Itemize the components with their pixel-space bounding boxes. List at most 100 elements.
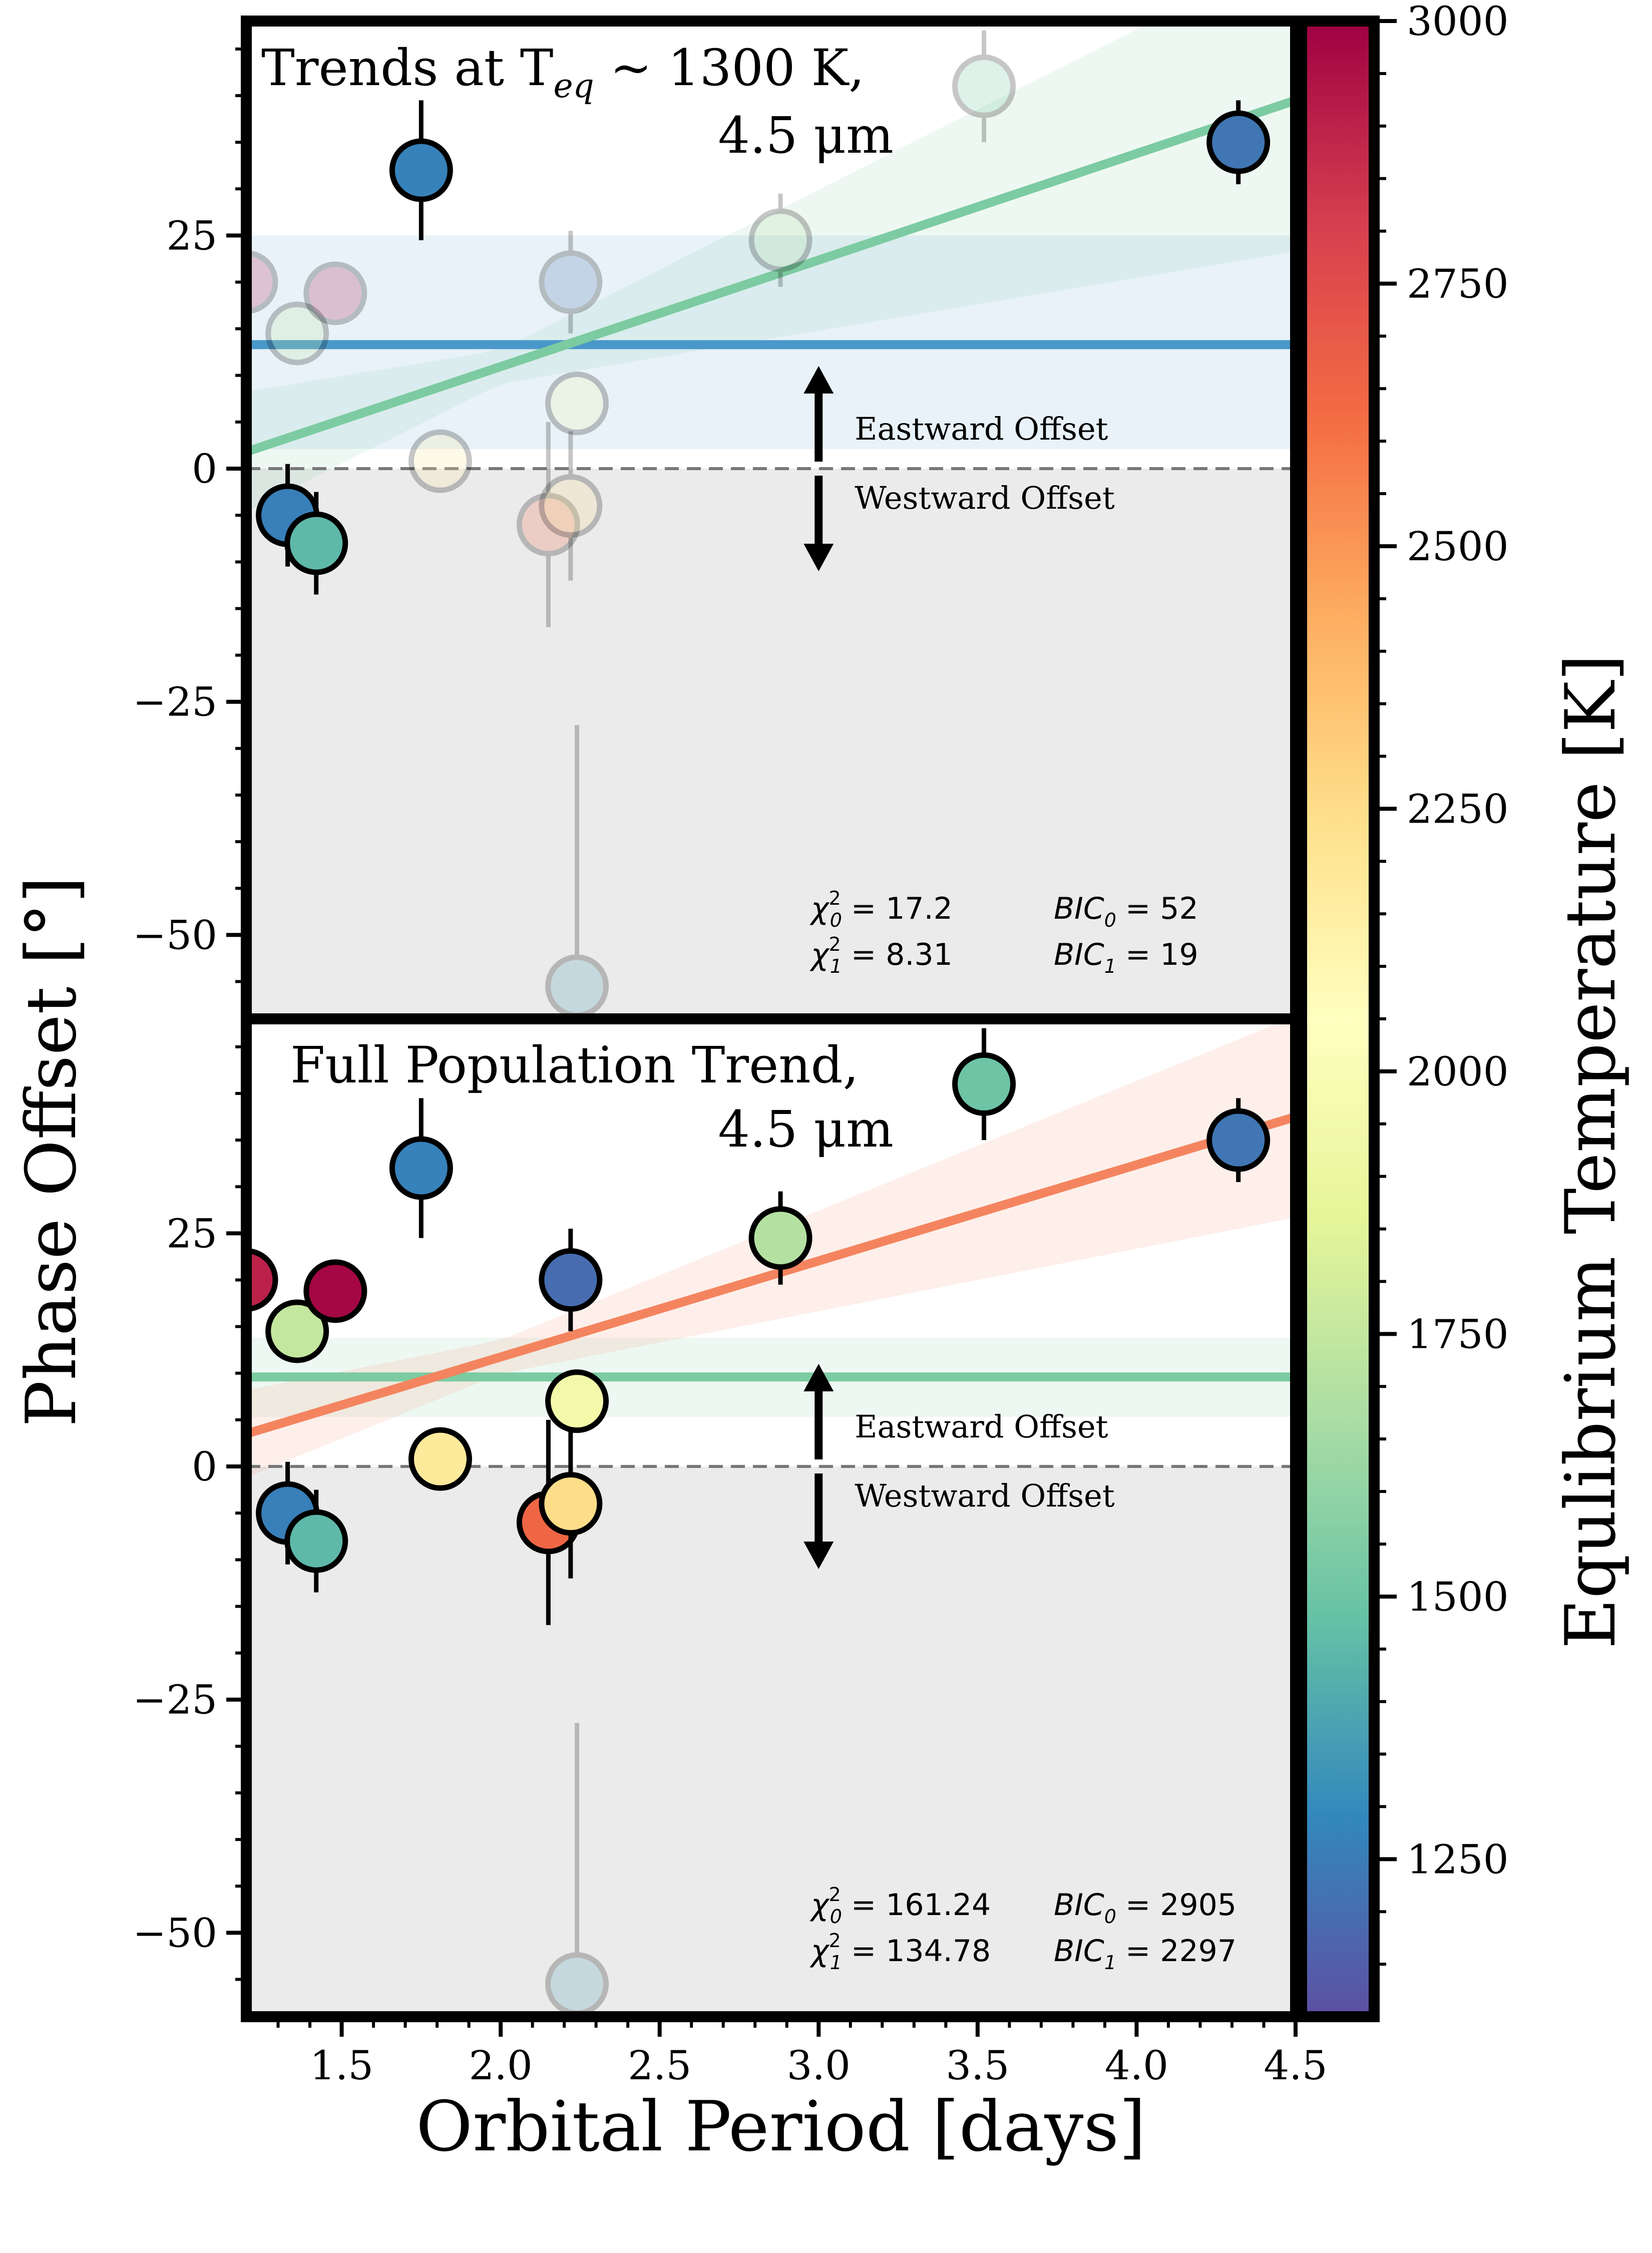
data-point (545, 1723, 609, 2017)
point-marker (539, 1248, 603, 1312)
point-marker (284, 1509, 348, 1573)
eastward-arrow-head (803, 366, 834, 394)
point-marker (389, 1136, 453, 1200)
data-point (246, 1248, 278, 1312)
panel-2-plot-area: Eastward Offset Westward Offset (246, 1019, 1296, 2017)
data-point (284, 492, 348, 595)
data-point (408, 429, 472, 493)
panel-2: Eastward Offset Westward Offset 25 0 −25 −50 F… (133, 1013, 1301, 2022)
point-marker (246, 250, 278, 314)
bic-linear: BIC1 = 19 (1054, 937, 1198, 977)
linear-fit-band (246, 21, 1296, 512)
point-marker (246, 1248, 278, 1312)
panel-1-subtitle: 4.5 μm (718, 106, 894, 165)
point-marker (952, 1052, 1016, 1116)
point-marker (539, 250, 603, 314)
linear-fit-line (246, 96, 1296, 457)
colorbar-tick-label: 1250 (1407, 1836, 1509, 1883)
colorbar-label: Equlibrium Temperature [K] (1550, 654, 1631, 1649)
y-tick-label: −25 (133, 1677, 217, 1723)
data-point (1206, 100, 1271, 184)
colorbar: 3000 2750 2500 2250 2000 1750 1500 1250 (1296, 0, 1509, 2022)
x-tick-label: 2.0 (469, 2042, 533, 2089)
point-marker (1206, 1108, 1271, 1172)
data-point (1206, 1098, 1271, 1182)
data-point (539, 231, 603, 333)
westward-offset-label: Westward Offset (855, 480, 1115, 516)
data-point (539, 1429, 603, 1579)
point-marker (303, 261, 367, 325)
point-marker (284, 511, 348, 575)
data-point (284, 1489, 348, 1593)
data-point (545, 371, 609, 436)
westward-arrow-head (803, 1542, 834, 1570)
bic-flat: BIC0 = 2905 (1054, 1888, 1236, 1928)
data-point (539, 1229, 603, 1331)
data-point (748, 193, 812, 287)
point-marker (265, 1299, 329, 1363)
data-point (539, 431, 603, 581)
data-point (303, 1259, 367, 1323)
panel-2-subtitle: 4.5 μm (718, 1100, 894, 1159)
x-axis-label: Orbital Period [days] (416, 2086, 1146, 2167)
chi-squared-flat: χ2 0 = 161.24 (809, 1884, 991, 1928)
data-point (545, 1369, 609, 1433)
point-marker (539, 1472, 603, 1536)
panel-1: Eastward Offset Westward Offset 25 0 −25 −50 T… (133, 16, 1301, 1024)
x-tick-label: 4.0 (1105, 2042, 1168, 2089)
colorbar-tick-label: 2500 (1407, 523, 1509, 570)
colorbar-tick-label: 2000 (1407, 1048, 1509, 1095)
x-axis: 1.5 2.0 2.5 3.0 3.5 4.0 4.5 (276, 2017, 1328, 2089)
point-marker (408, 1427, 472, 1491)
data-point (265, 301, 329, 365)
data-point (952, 30, 1016, 143)
colorbar-tick-label: 2750 (1407, 260, 1509, 307)
y-tick-label: −25 (133, 679, 217, 725)
data-point (389, 100, 453, 240)
point-marker (545, 371, 609, 436)
point-marker (1206, 110, 1271, 174)
westward-offset-label: Westward Offset (855, 1477, 1115, 1514)
x-tick-label: 2.5 (628, 2042, 691, 2089)
westward-region (246, 1466, 1296, 2017)
y-axis-label: Phase Offset [°] (11, 876, 92, 1427)
y-tick-label: −50 (133, 1910, 217, 1956)
colorbar-tick-label: 1750 (1407, 1311, 1509, 1357)
westward-arrow-head (803, 544, 834, 572)
chi-squared-linear: χ2 1 = 134.78 (809, 1930, 991, 1974)
data-point (408, 1427, 472, 1491)
point-marker (539, 474, 603, 538)
point-marker (265, 301, 329, 365)
colorbar-tick-label: 1500 (1407, 1574, 1509, 1620)
point-marker (516, 493, 580, 557)
point-marker (545, 1952, 609, 2016)
data-point (303, 261, 367, 325)
point-marker (545, 1369, 609, 1433)
x-tick-label: 4.5 (1264, 2042, 1327, 2089)
bic-flat: BIC0 = 52 (1054, 891, 1198, 931)
point-marker (952, 54, 1016, 118)
point-marker (389, 138, 453, 202)
point-marker (748, 1206, 812, 1270)
chi-squared-flat: χ2 0 = 17.2 (809, 887, 953, 931)
x-tick-label: 1.5 (310, 2042, 373, 2089)
y-tick-label: 25 (166, 1210, 217, 1257)
point-marker (303, 1259, 367, 1323)
data-point (748, 1191, 812, 1285)
x-tick-label: 3.5 (946, 2042, 1009, 2089)
colorbar-tick-label: 3000 (1407, 0, 1509, 45)
data-point (389, 1098, 453, 1238)
linear-fit-line (246, 1112, 1296, 1438)
eastward-offset-label: Eastward Offset (855, 411, 1108, 447)
panel-1-plot-area: Eastward Offset Westward Offset (246, 21, 1296, 1019)
data-point (516, 422, 580, 627)
chi-squared-linear: χ2 1 = 8.31 (809, 933, 953, 977)
point-marker (748, 208, 812, 272)
point-marker (408, 429, 472, 493)
y-tick-label: 0 (192, 446, 217, 492)
data-point (246, 250, 278, 314)
eastward-offset-label: Eastward Offset (855, 1408, 1108, 1445)
colorbar-gradient (1302, 21, 1374, 2017)
data-point (265, 1299, 329, 1363)
